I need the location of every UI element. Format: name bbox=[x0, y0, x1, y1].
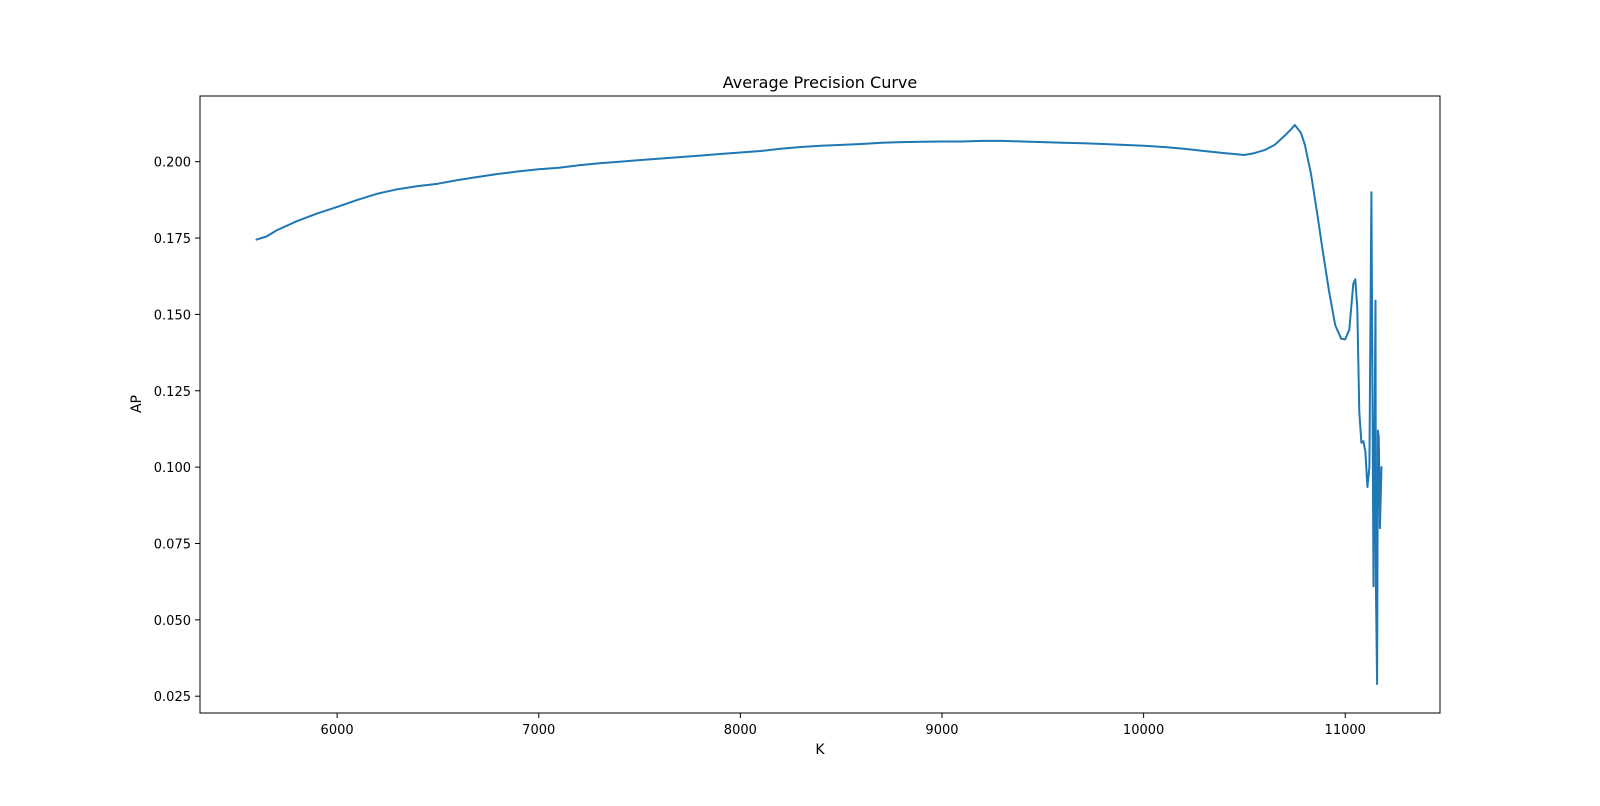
y-tick-label: 0.050 bbox=[154, 614, 191, 629]
x-tick-label: 10000 bbox=[1123, 723, 1164, 738]
y-axis-label: AP bbox=[129, 395, 145, 413]
y-tick-label: 0.175 bbox=[154, 232, 191, 247]
plot-area bbox=[200, 96, 1440, 713]
x-tick-label: 9000 bbox=[925, 723, 958, 738]
y-tick-label: 0.125 bbox=[154, 385, 191, 400]
y-tick-label: 0.025 bbox=[154, 690, 191, 705]
y-tick-label: 0.100 bbox=[154, 461, 191, 476]
axes-frame bbox=[199, 95, 1441, 714]
series-layer bbox=[255, 124, 1383, 685]
y-tick-label: 0.150 bbox=[154, 308, 191, 323]
x-tick-label: 11000 bbox=[1325, 723, 1366, 738]
x-axis-label: K bbox=[815, 742, 825, 758]
y-tick-label: 0.200 bbox=[154, 156, 191, 171]
x-tick-label: 7000 bbox=[522, 723, 555, 738]
axes-background bbox=[200, 96, 1440, 713]
x-tick-label: 6000 bbox=[321, 723, 354, 738]
chart-title: Average Precision Curve bbox=[723, 73, 917, 92]
x-tick-label: 8000 bbox=[724, 723, 757, 738]
y-tick-label: 0.075 bbox=[154, 537, 191, 552]
x-axis-ticks: 6000 7000 8000 9000 10000 11000 bbox=[321, 713, 1366, 738]
y-axis-ticks: 0.025 0.050 0.075 0.100 0.125 0.150 0.175 0.200 bbox=[154, 156, 200, 705]
ap-series-line bbox=[255, 124, 1383, 685]
